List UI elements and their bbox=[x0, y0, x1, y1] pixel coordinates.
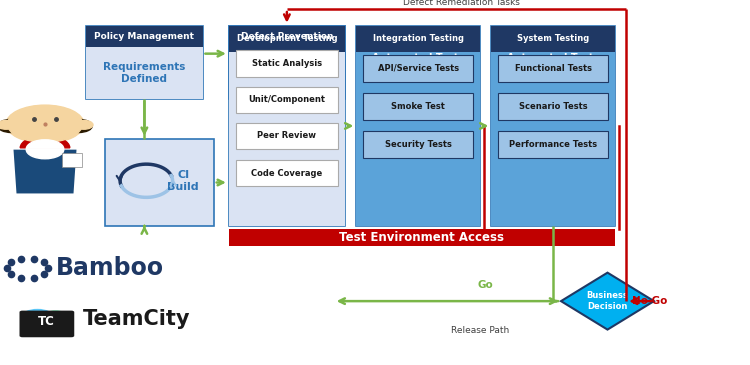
FancyBboxPatch shape bbox=[236, 87, 338, 113]
Text: System Testing: System Testing bbox=[517, 34, 590, 43]
FancyBboxPatch shape bbox=[229, 51, 345, 226]
FancyBboxPatch shape bbox=[86, 26, 202, 47]
FancyBboxPatch shape bbox=[363, 131, 473, 158]
FancyBboxPatch shape bbox=[62, 153, 82, 167]
Text: Unit/Component: Unit/Component bbox=[248, 95, 326, 104]
Text: Security Tests: Security Tests bbox=[385, 140, 452, 149]
Wedge shape bbox=[20, 136, 70, 148]
Text: Performance Tests: Performance Tests bbox=[509, 140, 597, 149]
FancyBboxPatch shape bbox=[236, 123, 338, 149]
FancyBboxPatch shape bbox=[229, 26, 345, 51]
FancyBboxPatch shape bbox=[356, 26, 480, 51]
FancyBboxPatch shape bbox=[20, 311, 74, 337]
Text: Integration Testing: Integration Testing bbox=[373, 34, 464, 43]
Text: Development: Development bbox=[248, 68, 326, 78]
Text: Functional Tests: Functional Tests bbox=[514, 64, 592, 73]
Polygon shape bbox=[13, 150, 76, 193]
Text: Release Path: Release Path bbox=[451, 326, 509, 335]
FancyBboxPatch shape bbox=[229, 26, 345, 47]
Circle shape bbox=[0, 119, 25, 132]
FancyBboxPatch shape bbox=[236, 160, 338, 186]
Circle shape bbox=[65, 119, 92, 132]
Text: TC: TC bbox=[38, 315, 55, 328]
FancyBboxPatch shape bbox=[356, 51, 480, 226]
Circle shape bbox=[21, 310, 54, 326]
FancyBboxPatch shape bbox=[498, 131, 608, 158]
Circle shape bbox=[8, 106, 82, 142]
FancyBboxPatch shape bbox=[105, 139, 214, 226]
FancyBboxPatch shape bbox=[498, 93, 608, 120]
Text: Scenario Tests: Scenario Tests bbox=[519, 102, 587, 111]
FancyBboxPatch shape bbox=[498, 55, 608, 82]
Text: Policy Management: Policy Management bbox=[94, 32, 194, 41]
Wedge shape bbox=[26, 140, 64, 149]
Text: Requirements
Defined: Requirements Defined bbox=[104, 62, 185, 84]
Circle shape bbox=[6, 105, 84, 143]
FancyBboxPatch shape bbox=[236, 50, 338, 77]
Text: Test Environment Access: Test Environment Access bbox=[339, 231, 504, 244]
Circle shape bbox=[0, 120, 15, 129]
Circle shape bbox=[26, 141, 64, 159]
FancyBboxPatch shape bbox=[363, 55, 473, 82]
Text: Business
Decision: Business Decision bbox=[586, 291, 628, 311]
Text: Development Testing: Development Testing bbox=[236, 34, 338, 43]
Text: API/Service Tests: API/Service Tests bbox=[377, 64, 459, 73]
Text: CI
Build: CI Build bbox=[167, 170, 199, 192]
Text: Development: Development bbox=[251, 53, 323, 63]
FancyBboxPatch shape bbox=[491, 26, 615, 51]
FancyBboxPatch shape bbox=[229, 229, 615, 246]
FancyBboxPatch shape bbox=[491, 51, 615, 226]
Circle shape bbox=[75, 120, 93, 129]
Polygon shape bbox=[561, 273, 654, 330]
Text: Peer Review: Peer Review bbox=[257, 131, 316, 141]
FancyBboxPatch shape bbox=[86, 47, 202, 99]
Circle shape bbox=[22, 321, 45, 332]
Text: Bamboo: Bamboo bbox=[56, 256, 164, 280]
Circle shape bbox=[44, 311, 68, 323]
Text: Code Coverage: Code Coverage bbox=[251, 169, 322, 177]
Text: Defect Remediation Tasks: Defect Remediation Tasks bbox=[403, 0, 520, 7]
Text: Automated Tests: Automated Tests bbox=[507, 53, 599, 63]
Text: Go: Go bbox=[477, 280, 493, 290]
FancyBboxPatch shape bbox=[229, 47, 345, 99]
Text: TeamCity: TeamCity bbox=[82, 310, 190, 329]
Text: No Go: No Go bbox=[632, 296, 668, 306]
FancyBboxPatch shape bbox=[363, 93, 473, 120]
Text: Static Analysis: Static Analysis bbox=[252, 59, 322, 68]
Text: Smoke Test: Smoke Test bbox=[392, 102, 445, 111]
Text: Automated Tests: Automated Tests bbox=[372, 53, 464, 63]
Polygon shape bbox=[32, 148, 58, 155]
Text: Defect Prevention: Defect Prevention bbox=[241, 32, 333, 41]
